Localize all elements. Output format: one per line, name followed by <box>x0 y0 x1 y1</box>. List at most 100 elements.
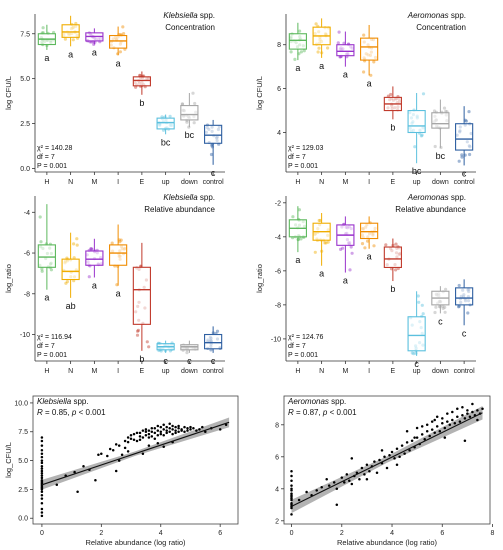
data-point <box>317 218 321 223</box>
data-point <box>395 447 399 451</box>
data-point <box>343 481 346 484</box>
data-point <box>446 412 449 415</box>
data-point <box>349 245 353 249</box>
data-point <box>40 472 44 475</box>
title-spp: spp. <box>198 11 215 20</box>
data-point <box>147 436 151 439</box>
significance-letter: a <box>367 78 372 88</box>
data-point <box>40 511 44 514</box>
significance-letter: a <box>44 293 49 303</box>
significance-letter: a <box>92 280 97 290</box>
data-point <box>147 429 151 432</box>
data-point <box>193 101 197 106</box>
correlation-stat: R = 0.85, p < 0.001 <box>37 408 106 417</box>
data-point <box>350 482 354 486</box>
data-point <box>114 469 118 473</box>
significance-letter: a <box>68 49 73 59</box>
box-up <box>156 117 175 130</box>
data-point <box>40 514 44 518</box>
data-point <box>400 444 404 447</box>
data-point <box>191 91 195 95</box>
x-tick-label: control <box>203 179 224 186</box>
x-tick-label: I <box>368 179 370 186</box>
x-tick-label: E <box>391 368 396 375</box>
data-point <box>40 269 44 273</box>
panel-subtitle: Relative abundance <box>395 205 466 214</box>
data-point <box>38 215 42 219</box>
data-point <box>405 441 409 444</box>
data-point <box>430 420 434 423</box>
x-tick-label: H <box>295 368 300 375</box>
data-point <box>135 439 139 443</box>
x-tick-label: I <box>117 179 119 186</box>
panel-title: Klebsiella spp. <box>163 11 215 20</box>
data-point <box>126 436 130 439</box>
title-genus: Aeromonas <box>407 11 449 20</box>
data-point <box>435 425 439 428</box>
box-E <box>383 246 402 268</box>
data-point <box>441 417 444 420</box>
data-point <box>395 463 399 467</box>
significance-letter: b <box>139 354 144 364</box>
x-tick-label: down <box>432 368 449 375</box>
data-point <box>65 280 69 284</box>
stat-text: P = 0.001 <box>288 163 318 170</box>
y-tick-label: 0.0 <box>18 516 28 523</box>
x-tick-label: 2 <box>99 530 103 537</box>
panel-subtitle: Relative abundance <box>144 205 215 214</box>
data-point <box>419 134 423 138</box>
data-point <box>394 242 398 246</box>
stat-text: χ² = 116.94 <box>37 334 72 341</box>
y-tick-label: 8 <box>277 42 281 49</box>
data-point <box>293 57 297 62</box>
data-point <box>432 109 437 113</box>
data-point <box>342 41 346 45</box>
data-point <box>209 152 214 157</box>
data-point <box>433 144 437 149</box>
data-point <box>466 311 470 315</box>
data-point <box>390 450 394 454</box>
data-point <box>162 433 165 437</box>
data-point <box>153 431 157 435</box>
x-tick-label: M <box>91 368 97 375</box>
data-point <box>348 479 351 483</box>
x-tick-label: 0 <box>40 530 44 537</box>
data-point <box>144 428 148 431</box>
x-tick-label: E <box>140 368 145 375</box>
box-control <box>204 333 223 350</box>
data-point <box>290 497 293 500</box>
data-point <box>335 503 339 507</box>
data-point <box>438 429 442 433</box>
data-point <box>421 92 426 96</box>
box-M <box>85 250 104 266</box>
y-tick-label: -6 <box>275 268 281 275</box>
data-point <box>204 430 207 433</box>
stat-text: P = 0.001 <box>288 352 318 359</box>
data-point <box>326 46 330 50</box>
x-tick-label: 6 <box>440 530 444 537</box>
data-point <box>350 251 354 255</box>
significance-letter: b <box>139 98 144 108</box>
panel-title: Aeromonas spp. <box>407 193 466 202</box>
data-point <box>40 455 44 459</box>
data-point <box>218 428 222 431</box>
data-point <box>302 49 306 53</box>
data-point <box>75 243 79 247</box>
significance-letter: bc <box>185 130 195 140</box>
data-point <box>446 420 449 423</box>
box-I <box>360 37 379 61</box>
box-control <box>204 124 223 144</box>
data-point <box>171 428 174 431</box>
data-point <box>368 469 371 473</box>
data-point <box>471 410 474 414</box>
data-point <box>318 218 322 223</box>
box-panel-klebsiella-concentration: 0.0 2.5 5.0 7.5 log CFU/L Klebsiella spp. Conc… <box>4 11 225 186</box>
data-point <box>389 92 393 97</box>
x-tick-label: M <box>342 179 348 186</box>
data-point <box>177 427 180 430</box>
data-point <box>185 120 189 124</box>
x-tick-label: down <box>432 179 449 186</box>
data-point <box>317 46 321 50</box>
title-genus: Aeromonas <box>407 193 449 202</box>
data-point <box>290 479 293 483</box>
